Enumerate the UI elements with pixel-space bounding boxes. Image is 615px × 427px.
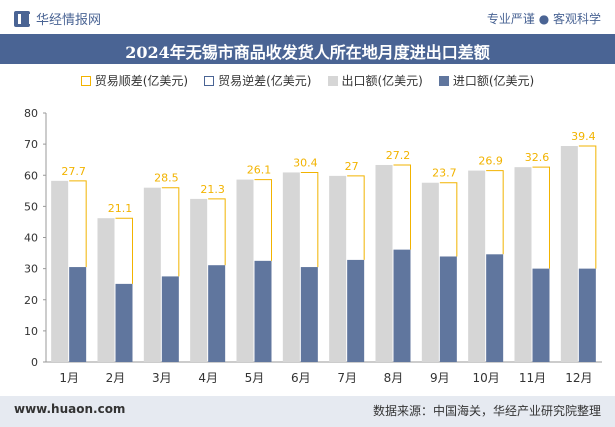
- x-tick-label: 10月: [473, 371, 500, 385]
- import-bar: [115, 283, 133, 362]
- tagline: 专业严谨 ● 客观科学: [486, 12, 601, 26]
- x-tick-label: 2月: [106, 371, 126, 385]
- legend-item-import: 进口额(亿美元): [438, 72, 535, 89]
- export-bar: [282, 172, 300, 362]
- y-tick-label: 0: [31, 356, 38, 369]
- surplus-outline: [393, 164, 411, 250]
- import-bar: [300, 267, 318, 362]
- y-tick-label: 70: [24, 138, 38, 151]
- export-bar: [97, 218, 115, 362]
- surplus-outline: [300, 171, 319, 268]
- surplus-outline: [115, 217, 133, 284]
- export-bar: [190, 198, 208, 362]
- surplus-data-label: 21.3: [200, 183, 225, 196]
- chart-title: 2024年无锡市商品收发货人所在地月度进出口差额: [125, 43, 490, 62]
- legend-label-export: 出口额(亿美元): [341, 74, 423, 88]
- export-bar: [51, 180, 69, 362]
- legend-swatch-export: [327, 75, 338, 86]
- surplus-outline: [347, 175, 365, 260]
- x-tick-label: 4月: [198, 371, 218, 385]
- surplus-outline: [254, 179, 272, 261]
- legend-item-surplus: 贸易顺差(亿美元): [80, 72, 189, 89]
- surplus-outline: [161, 187, 180, 277]
- surplus-data-label: 21.1: [108, 202, 133, 215]
- top-bar: 华经情报网 专业严谨 ● 客观科学: [0, 0, 615, 34]
- x-tick-label: 11月: [519, 371, 546, 385]
- import-bar: [69, 267, 87, 362]
- import-bar: [578, 268, 596, 362]
- export-bar: [236, 179, 254, 362]
- x-tick-label: 5月: [245, 371, 265, 385]
- surplus-outline: [439, 182, 458, 257]
- legend-item-deficit: 贸易逆差(亿美元): [204, 72, 312, 89]
- x-tick-label: 9月: [430, 371, 450, 385]
- y-tick-label: 60: [24, 169, 38, 182]
- brand-name: 华经情报网: [36, 13, 102, 28]
- surplus-data-label: 39.4: [571, 130, 596, 143]
- surplus-data-label: 27: [345, 160, 359, 173]
- surplus-outline: [486, 170, 504, 255]
- surplus-data-label: 26.9: [478, 155, 503, 168]
- surplus-outline: [69, 180, 87, 268]
- x-tick-label: 3月: [152, 371, 172, 385]
- y-tick-label: 30: [24, 263, 38, 276]
- surplus-data-label: 30.4: [293, 156, 318, 169]
- legend-label-import: 进口额(亿美元): [452, 74, 535, 88]
- x-tick-label: 6月: [291, 371, 311, 385]
- surplus-outline: [578, 145, 597, 269]
- export-bar: [329, 175, 347, 362]
- chart-legend: 贸易顺差(亿美元) 贸易逆差(亿美元) 出口额(亿美元) 进口额(亿美元): [0, 72, 615, 89]
- x-tick-label: 8月: [384, 371, 404, 385]
- footer-source: 数据来源：中国海关，华经产业研究院整理: [372, 404, 601, 418]
- surplus-data-label: 23.7: [432, 167, 457, 180]
- export-bar: [143, 187, 161, 362]
- surplus-data-label: 28.5: [154, 172, 179, 185]
- y-tick-label: 10: [24, 325, 38, 338]
- legend-item-export: 出口额(亿美元): [327, 72, 423, 89]
- export-bar: [375, 164, 393, 362]
- import-bar: [439, 256, 457, 362]
- import-bar: [254, 260, 272, 362]
- brand: 华经情报网: [14, 9, 101, 28]
- import-bar: [161, 276, 179, 362]
- legend-swatch-deficit: [204, 75, 215, 86]
- surplus-data-label: 27.2: [386, 149, 411, 162]
- legend-label-surplus: 贸易顺差(亿美元): [94, 74, 189, 88]
- legend-swatch-surplus: [80, 75, 91, 86]
- x-tick-label: 12月: [565, 371, 592, 385]
- x-tick-label: 7月: [337, 371, 357, 385]
- y-tick-label: 50: [24, 200, 38, 213]
- title-bar: 2024年无锡市商品收发货人所在地月度进出口差额: [0, 34, 615, 64]
- y-tick-label: 20: [24, 294, 38, 307]
- export-bar: [468, 170, 486, 362]
- y-tick-label: 40: [24, 232, 38, 245]
- surplus-outline: [208, 198, 226, 266]
- import-bar: [208, 265, 226, 362]
- footer-website: www.huaon.com: [14, 402, 126, 416]
- legend-swatch-import: [438, 75, 449, 86]
- export-bar: [514, 167, 532, 362]
- surplus-data-label: 27.7: [61, 165, 86, 178]
- surplus-data-label: 26.1: [247, 164, 272, 177]
- brand-logo-icon: [14, 10, 32, 27]
- import-bar: [393, 249, 411, 362]
- import-bar: [532, 268, 550, 362]
- export-bar: [421, 182, 439, 362]
- surplus-data-label: 32.6: [525, 151, 550, 164]
- x-tick-label: 1月: [59, 371, 79, 385]
- export-bar: [560, 145, 578, 362]
- legend-label-deficit: 贸易逆差(亿美元): [218, 74, 312, 88]
- import-bar: [486, 254, 504, 362]
- y-tick-label: 80: [24, 107, 38, 120]
- surplus-outline: [532, 166, 550, 269]
- footer: www.huaon.com 数据来源：中国海关，华经产业研究院整理: [0, 396, 615, 427]
- import-bar: [347, 259, 365, 362]
